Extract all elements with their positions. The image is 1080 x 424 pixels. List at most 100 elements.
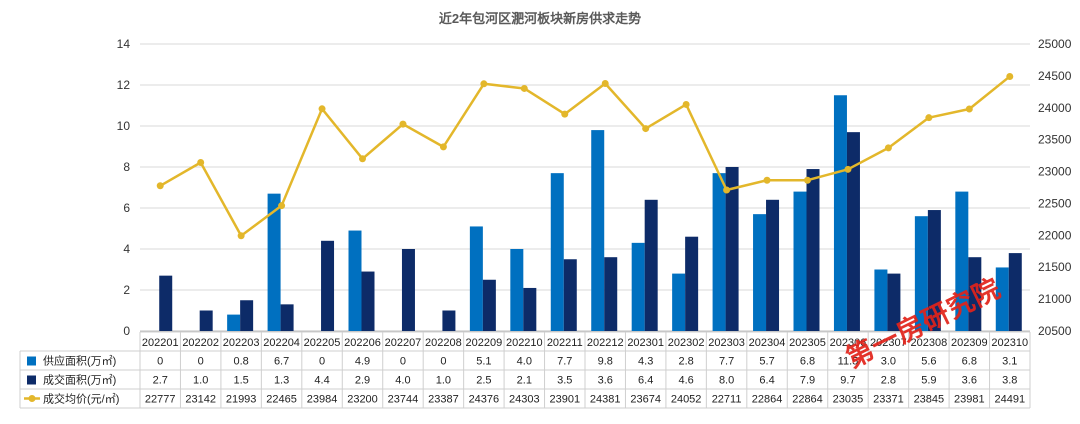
data-label: 6.8 (962, 356, 977, 368)
y-right-tick-label: 23500 (1038, 133, 1072, 147)
x-tick-label: 202203 (223, 337, 260, 349)
y-right-tick-label: 23000 (1038, 165, 1072, 179)
supply-bar (267, 193, 281, 331)
supply-bar (348, 230, 362, 331)
supply-bar (672, 273, 686, 331)
data-label: 5.7 (759, 356, 774, 368)
price-marker (520, 84, 528, 92)
data-label: 11.5 (838, 356, 859, 368)
data-label: 2.8 (881, 375, 896, 387)
price-marker (278, 202, 286, 210)
data-label: 3.6 (962, 375, 977, 387)
deal-bar (766, 199, 780, 331)
x-tick-label: 202211 (547, 337, 583, 349)
chart-title: 近2年包河区淝河板块新房供求走势 (438, 11, 642, 26)
data-label: 6.4 (638, 375, 653, 387)
data-label: 24052 (671, 394, 702, 406)
price-marker (965, 105, 973, 113)
price-marker (925, 114, 933, 122)
y-left-tick-label: 12 (117, 78, 131, 92)
y-right-tick-label: 24500 (1038, 69, 1072, 83)
price-marker (642, 125, 650, 133)
data-label: 2.8 (678, 356, 693, 368)
price-marker (763, 176, 771, 184)
supply-bar (793, 191, 807, 331)
supply-bar (550, 173, 564, 331)
y-left-tick-label: 0 (123, 324, 130, 338)
deal-bar (887, 273, 901, 331)
legend-swatch (27, 356, 36, 366)
y-left-tick-label: 6 (123, 201, 130, 215)
x-tick-label: 202309 (951, 337, 988, 349)
supply-bar (227, 314, 241, 331)
y-right-tick-label: 25000 (1038, 37, 1072, 51)
deal-bar (968, 257, 982, 331)
deal-bar (482, 279, 496, 331)
supply-bar (955, 191, 969, 331)
y-left-tick-label: 14 (117, 37, 131, 51)
data-label: 23200 (347, 394, 378, 406)
data-label: 1.0 (193, 375, 208, 387)
supply-bar (712, 173, 726, 331)
data-label: 24376 (469, 394, 500, 406)
deal-bar (240, 300, 254, 331)
price-marker (1006, 72, 1014, 80)
deal-bar (806, 169, 820, 331)
data-label: 0 (319, 356, 325, 368)
price-marker (884, 144, 892, 152)
y-right-tick-label: 22500 (1038, 196, 1072, 210)
data-label: 23142 (185, 394, 216, 406)
data-label: 0.8 (233, 356, 248, 368)
data-label: 22777 (145, 394, 176, 406)
data-label: 0 (440, 356, 446, 368)
x-tick-label: 202212 (587, 337, 624, 349)
x-tick-label: 202306 (830, 337, 867, 349)
deal-bar (927, 210, 941, 331)
supply-bar (995, 267, 1009, 331)
data-label: 0 (157, 356, 163, 368)
x-tick-label: 202310 (991, 337, 1028, 349)
x-tick-label: 202202 (182, 337, 219, 349)
data-label: 3.8 (1002, 375, 1017, 387)
legend-label: 成交面积(万㎡) (43, 373, 116, 387)
supply-bar (753, 214, 767, 331)
supply-bar (914, 216, 928, 331)
x-tick-label: 202205 (304, 337, 341, 349)
data-label: 1.5 (233, 375, 248, 387)
data-label: 4.0 (517, 356, 532, 368)
data-label: 6.4 (759, 375, 774, 387)
price-marker (723, 186, 731, 194)
data-label: 3.0 (881, 356, 896, 368)
y-right-tick-label: 21000 (1038, 292, 1072, 306)
data-label: 7.9 (800, 375, 815, 387)
legend-label: 成交均价(元/㎡) (43, 392, 119, 406)
x-tick-label: 202304 (749, 337, 786, 349)
data-label: 4.3 (638, 356, 653, 368)
data-label: 23035 (833, 394, 864, 406)
price-marker (359, 155, 366, 163)
data-label: 23371 (873, 394, 904, 406)
data-label: 7.7 (719, 356, 734, 368)
x-tick-label: 202303 (708, 337, 745, 349)
data-label: 8.0 (719, 375, 734, 387)
price-marker (156, 182, 164, 190)
data-label: 2.9 (355, 375, 370, 387)
data-label: 4.0 (395, 375, 410, 387)
price-marker (561, 110, 569, 118)
deal-bar (321, 240, 335, 331)
y-right-tick-label: 20500 (1038, 324, 1072, 338)
data-label: 3.5 (557, 375, 572, 387)
x-tick-label: 202209 (466, 337, 503, 349)
x-tick-label: 202207 (385, 337, 422, 349)
price-marker (399, 120, 407, 128)
data-label: 23744 (388, 394, 419, 406)
data-label: 24491 (994, 394, 1025, 406)
data-label: 22864 (792, 394, 823, 406)
data-label: 6.8 (800, 356, 815, 368)
data-label: 23981 (954, 394, 985, 406)
deal-bar (604, 257, 618, 331)
data-label: 23984 (307, 394, 338, 406)
legend-label: 供应面积(万㎡) (43, 354, 116, 368)
data-label: 22465 (266, 394, 297, 406)
data-label: 2.1 (517, 375, 532, 387)
